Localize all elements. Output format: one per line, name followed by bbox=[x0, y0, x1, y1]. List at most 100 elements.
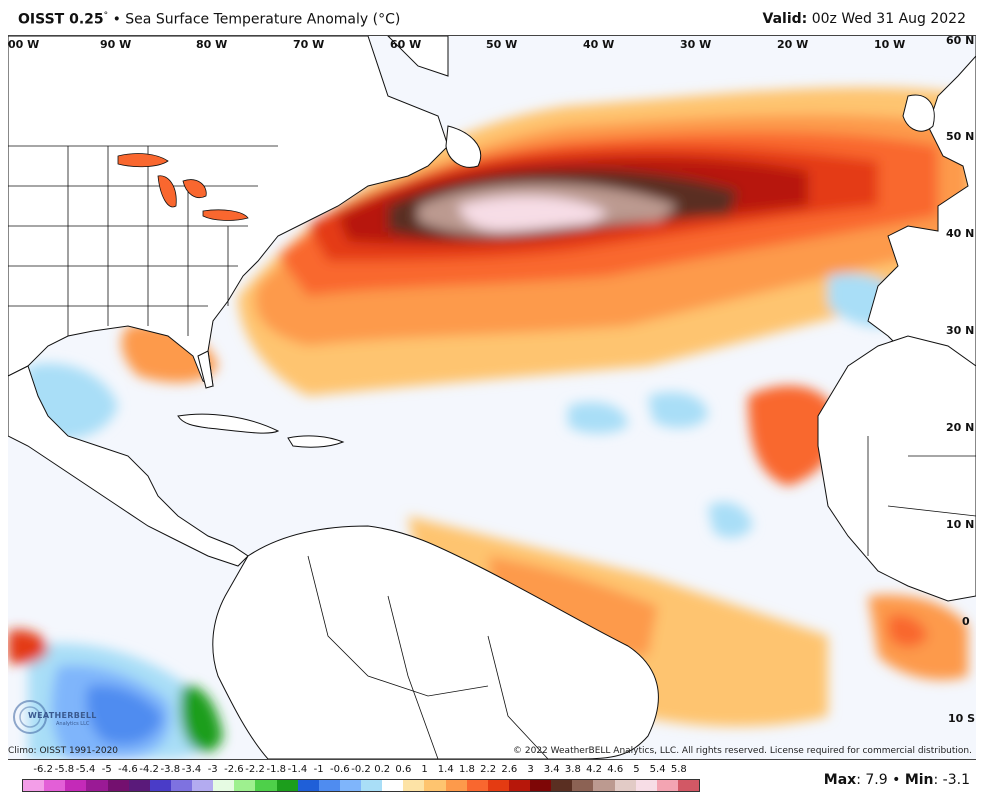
min-value: : -3.1 bbox=[933, 772, 970, 788]
legend-swatch bbox=[614, 780, 636, 791]
legend-tick: -1.4 bbox=[287, 764, 308, 775]
max-label: Max bbox=[823, 772, 857, 788]
lat-label-30n: 30 N bbox=[946, 324, 975, 337]
maxmin-separator: • bbox=[892, 772, 901, 788]
lat-label-20n: 20 N bbox=[946, 421, 975, 434]
legend-tick: -3.4 bbox=[181, 764, 202, 775]
legend-swatch bbox=[361, 780, 383, 791]
legend-tick: -0.2 bbox=[351, 764, 371, 775]
legend-swatch bbox=[551, 780, 573, 791]
legend-swatch bbox=[572, 780, 594, 791]
legend-tick: 0.2 bbox=[374, 764, 391, 775]
legend-swatch bbox=[530, 780, 552, 791]
legend-swatch bbox=[23, 780, 45, 791]
legend-tick: -3 bbox=[207, 764, 218, 775]
lat-label-10n: 10 N bbox=[946, 518, 975, 531]
lat-label-60n: 60 N bbox=[946, 35, 975, 47]
legend-swatch bbox=[234, 780, 256, 791]
lon-label-80w: 80 W bbox=[196, 38, 228, 51]
legend-swatch bbox=[593, 780, 615, 791]
legend-swatch bbox=[466, 780, 488, 791]
valid-label: Valid: bbox=[762, 11, 808, 27]
legend-tick: 4.2 bbox=[586, 764, 603, 775]
copyright-note: © 2022 WeatherBELL Analytics, LLC. All r… bbox=[513, 746, 972, 756]
legend-tick: 4.6 bbox=[607, 764, 624, 775]
header: OISST 0.25° • Sea Surface Temperature An… bbox=[0, 0, 984, 34]
lon-label-90w: 90 W bbox=[100, 38, 132, 51]
legend-tick: -1.8 bbox=[266, 764, 287, 775]
valid-time-value: 00z Wed 31 Aug 2022 bbox=[811, 11, 966, 27]
map-canvas bbox=[8, 36, 976, 759]
lat-label-40n: 40 N bbox=[946, 227, 975, 240]
legend-tick: 1.4 bbox=[437, 764, 454, 775]
legend-swatch bbox=[213, 780, 235, 791]
title-bullet: • bbox=[112, 11, 121, 28]
climo-note: Climo: OISST 1991-2020 bbox=[8, 746, 119, 756]
borders bbox=[8, 145, 976, 759]
legend-swatch bbox=[508, 780, 530, 791]
lon-label-20w: 20 W bbox=[777, 38, 809, 51]
legend-swatch bbox=[107, 780, 129, 791]
legend-swatch bbox=[445, 780, 467, 791]
lon-label-100w: 00 W bbox=[8, 38, 40, 51]
legend-swatch bbox=[276, 780, 298, 791]
legend-tick: -5.4 bbox=[75, 764, 96, 775]
lon-label-30w: 30 W bbox=[680, 38, 712, 51]
legend-tick: 3.8 bbox=[564, 764, 581, 775]
valid-time: Valid: 00z Wed 31 Aug 2022 bbox=[763, 11, 966, 27]
sst-anomaly-map: 00 W 90 W 80 W 70 W 60 W 50 W 40 W 30 W … bbox=[8, 35, 976, 760]
legend-swatch bbox=[65, 780, 87, 791]
lat-label-10s: 10 S bbox=[948, 712, 976, 725]
lon-label-50w: 50 W bbox=[486, 38, 518, 51]
legend-tick: 5.8 bbox=[670, 764, 687, 775]
legend-tick: -2.2 bbox=[245, 764, 265, 775]
logo-text: WEATHERBELL bbox=[28, 711, 97, 720]
map-title: OISST 0.25° • Sea Surface Temperature An… bbox=[18, 11, 400, 28]
min-label: Min bbox=[904, 772, 934, 788]
legend-swatch bbox=[656, 780, 678, 791]
map-subtitle: Sea Surface Temperature Anomaly (°C) bbox=[125, 11, 401, 28]
legend-swatch bbox=[44, 780, 66, 791]
weatherbell-logo: WEATHERBELL Analytics LLC bbox=[10, 693, 102, 739]
legend-tick-labels: -6.2 -5.8 -5.4 -5 -4.6 -4.2 -3.8 -3.4 -3 -2.6 -2.2… bbox=[0, 764, 984, 778]
lon-label-60w: 60 W bbox=[390, 38, 422, 51]
legend-swatch bbox=[424, 780, 446, 791]
legend-swatch bbox=[170, 780, 192, 791]
legend-swatch bbox=[382, 780, 404, 791]
legend-tick: -1 bbox=[313, 764, 324, 775]
legend-swatch bbox=[192, 780, 214, 791]
legend-swatch bbox=[86, 780, 108, 791]
product-name: OISST 0.25 bbox=[18, 11, 104, 28]
legend-tick: -4.6 bbox=[118, 764, 138, 775]
legend-tick: 3 bbox=[527, 764, 534, 775]
lat-label-50n: 50 N bbox=[946, 130, 975, 143]
legend-tick: 1.8 bbox=[458, 764, 475, 775]
legend-swatch bbox=[318, 780, 340, 791]
degree-symbol: ° bbox=[103, 11, 109, 21]
legend-tick: -5.8 bbox=[54, 764, 75, 775]
legend-tick: 0.6 bbox=[395, 764, 412, 775]
legend-tick: -0.6 bbox=[330, 764, 350, 775]
legend-tick: -4.2 bbox=[139, 764, 159, 775]
color-scale-bar bbox=[22, 779, 700, 792]
legend-tick: 3.4 bbox=[543, 764, 560, 775]
legend-swatch bbox=[635, 780, 657, 791]
lon-label-10w: 10 W bbox=[874, 38, 906, 51]
legend-swatch bbox=[403, 780, 425, 791]
legend-tick: -2.6 bbox=[224, 764, 244, 775]
legend-swatch bbox=[487, 780, 509, 791]
lon-label-40w: 40 W bbox=[583, 38, 615, 51]
legend-swatch bbox=[128, 780, 150, 791]
logo-subtext: Analytics LLC bbox=[56, 721, 90, 727]
legend-swatch bbox=[339, 780, 361, 791]
legend-tick: 2.2 bbox=[480, 764, 497, 775]
great-lakes bbox=[117, 153, 249, 221]
legend-swatch bbox=[255, 780, 277, 791]
lon-label-70w: 70 W bbox=[293, 38, 325, 51]
legend-tick: 2.6 bbox=[501, 764, 518, 775]
legend-tick: -5 bbox=[101, 764, 112, 775]
legend-swatch bbox=[297, 780, 319, 791]
legend-swatch bbox=[149, 780, 171, 791]
legend-swatch bbox=[677, 780, 699, 791]
max-min-readout: Max: 7.9 • Min: -3.1 bbox=[824, 772, 970, 788]
